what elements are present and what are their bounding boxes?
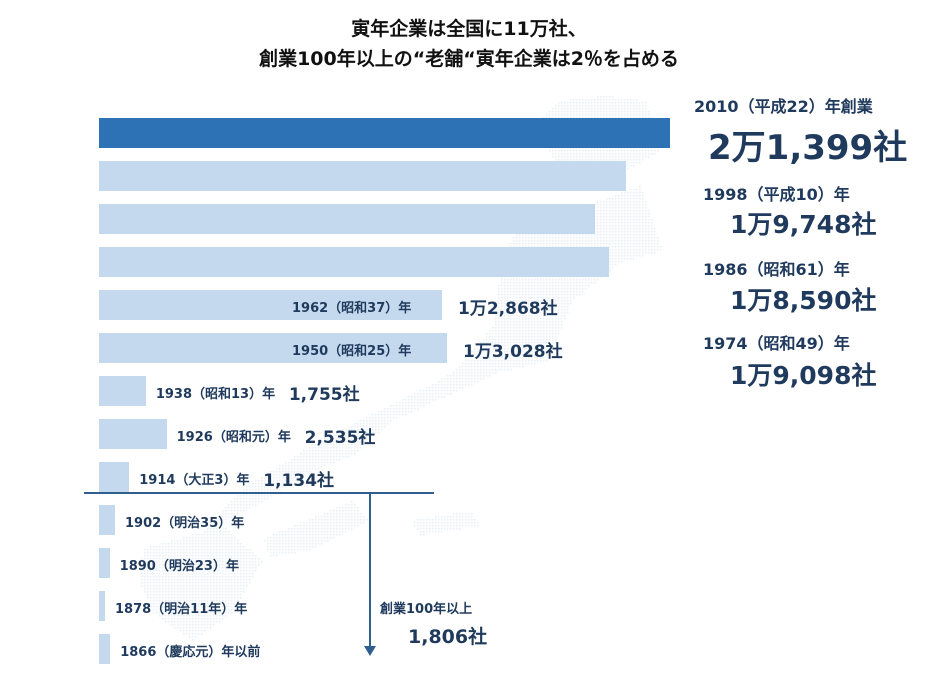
- value-label-3: 1万9,098社: [730, 361, 877, 390]
- century-annotation-label: 創業100年以上: [380, 602, 473, 617]
- category-label-8: 1914（大正3）年: [139, 473, 250, 488]
- bar-7: [99, 419, 167, 449]
- category-label-3: 1974（昭和49）年: [703, 334, 850, 353]
- bar-10: [99, 548, 110, 578]
- bar-2: [99, 204, 596, 234]
- bar-4: [99, 290, 443, 320]
- value-label-4: 1万2,868社: [458, 299, 558, 319]
- category-label-5: 1950（昭和25）年: [292, 344, 412, 359]
- century-arrow-line: [369, 492, 371, 648]
- category-label-0: 2010（平成22）年創業: [694, 97, 873, 116]
- bar-0: [99, 118, 670, 148]
- category-label-12: 1866（慶応元）年以前: [120, 645, 261, 660]
- arrow-down-icon: [364, 646, 376, 656]
- bar-11: [99, 591, 105, 621]
- bar-5: [99, 333, 447, 363]
- bar-1: [99, 161, 626, 191]
- bar-3: [99, 247, 609, 277]
- category-label-9: 1902（明治35）年: [125, 516, 245, 531]
- value-label-6: 1,755社: [288, 385, 360, 405]
- category-label-4: 1962（昭和37）年: [292, 301, 412, 316]
- category-label-10: 1890（明治23）年: [119, 559, 239, 574]
- value-label-7: 2,535社: [304, 428, 376, 448]
- century-annotation-value: 1,806社: [408, 626, 488, 648]
- chart-title-line2: 創業100年以上の“老舗“寅年企業は2％を占める: [259, 48, 679, 70]
- bar-6: [99, 376, 146, 406]
- value-label-8: 1,134社: [263, 471, 335, 491]
- bar-12: [99, 634, 111, 664]
- bar-8: [99, 462, 130, 492]
- bar-9: [99, 505, 115, 535]
- value-label-2: 1万8,590社: [730, 286, 877, 315]
- category-label-2: 1986（昭和61）年: [703, 260, 850, 279]
- century-divider-line: [84, 492, 434, 494]
- category-label-11: 1878（明治11年）年: [115, 602, 248, 617]
- category-label-1: 1998（平成10）年: [703, 185, 850, 204]
- category-label-7: 1926（昭和元）年: [176, 430, 291, 445]
- value-label-5: 1万3,028社: [463, 342, 563, 362]
- category-label-6: 1938（昭和13）年: [155, 387, 276, 402]
- value-label-1: 1万9,748社: [730, 210, 877, 239]
- chart-title-line1: 寅年企業は全国に11万社、: [351, 18, 587, 40]
- value-label-0: 2万1,399社: [708, 128, 908, 168]
